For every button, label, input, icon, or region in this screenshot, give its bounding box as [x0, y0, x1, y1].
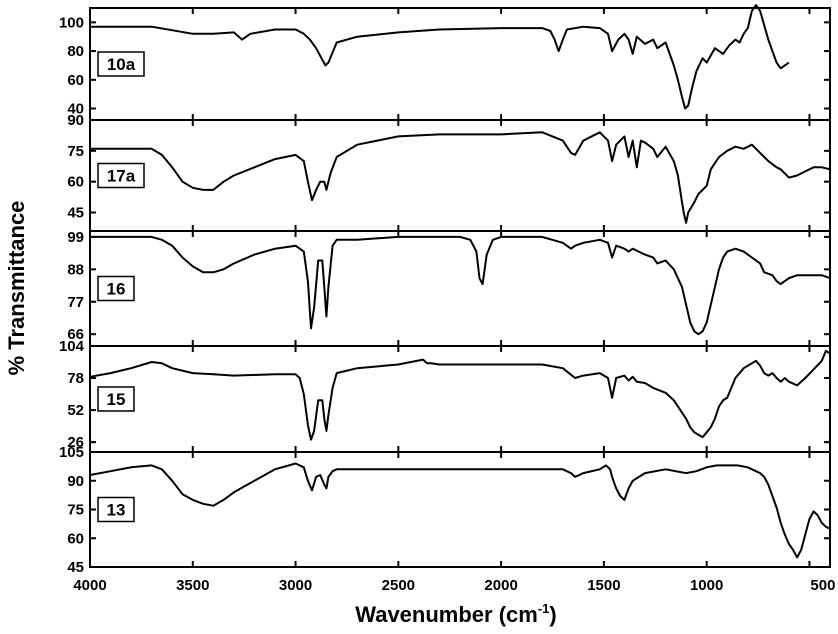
x-tick-label: 2000: [484, 577, 517, 594]
y-tick-label: 60: [67, 174, 84, 191]
y-tick-label: 45: [67, 205, 84, 222]
y-tick-label: 90: [67, 112, 84, 129]
y-tick-label: 26: [67, 434, 84, 451]
x-axis-title: Wavenumber (cm-1): [355, 601, 556, 627]
panel-frame: [89, 345, 831, 453]
panel-15: 26 52 78 104 15: [59, 338, 831, 453]
panel-frame: [89, 7, 831, 121]
panel-label-box: [97, 162, 145, 189]
y-tick-label: 100: [59, 14, 84, 31]
y-tick-label: 77: [67, 294, 84, 311]
panel-16: 66 77 88 99 16: [67, 229, 831, 347]
spectrum-line-13: [89, 462, 831, 559]
spectrum-line-10a: [90, 4, 790, 110]
y-tick-label: 66: [67, 326, 84, 343]
panel-label-box: [97, 386, 135, 412]
y-tick-label: 99: [67, 229, 84, 246]
spectrum-line-16: [90, 235, 831, 336]
spectrum-line-15: [89, 349, 831, 441]
panel-frame: [89, 230, 831, 347]
y-tick-label: 45: [67, 559, 84, 576]
x-axis-title-close: ): [549, 602, 556, 627]
y-tick-label: 104: [59, 338, 85, 355]
spectrum-line-17a: [90, 131, 831, 224]
panel-label-box: [97, 275, 135, 302]
y-tick-label: 75: [67, 143, 84, 160]
y-tick-label: 52: [67, 402, 84, 419]
y-tick-label: 78: [67, 370, 84, 387]
x-tick-label: 2500: [382, 577, 415, 594]
x-axis-title-main: Wavenumber (cm: [355, 602, 538, 627]
panel-label: 13: [107, 501, 126, 520]
y-tick-label: 105: [59, 444, 84, 461]
y-tick-label: 60: [67, 72, 84, 89]
panel-label: 16: [107, 280, 126, 299]
panel-label-box: [97, 51, 145, 77]
panel-label: 10a: [107, 55, 136, 74]
x-tick-label: 1000: [690, 577, 723, 594]
y-tick-label: 60: [67, 530, 84, 547]
y-axis-title: % Transmittance: [4, 201, 29, 376]
panel-10a: 40 60 80 100 10a: [59, 4, 831, 121]
panels-group: 40 60 80 100 10a 45 60 75 90 17a 66 77 88 99 16 26 52 78 1…: [59, 4, 831, 576]
x-tick-label: 1500: [587, 577, 620, 594]
panel-17a: 45 60 75 90 17a: [67, 112, 831, 232]
panel-label: 15: [107, 390, 126, 409]
panel-frame: [89, 119, 831, 232]
y-tick-label: 88: [67, 261, 84, 278]
x-tick-label: 3500: [176, 577, 209, 594]
x-axis-title-superscript: -1: [538, 601, 550, 616]
y-tick-label: 90: [67, 473, 84, 490]
panel-label: 17a: [107, 167, 136, 186]
x-tick-label: 3000: [279, 577, 312, 594]
x-tick-label: 4000: [73, 577, 106, 594]
panel-13: 45 60 75 90 105 13: [59, 444, 831, 576]
y-tick-label: 80: [67, 43, 84, 60]
y-tick-label: 40: [67, 101, 84, 118]
y-tick-label: 75: [67, 502, 84, 519]
x-tick-label: 500: [810, 577, 835, 594]
panel-label-box: [97, 496, 135, 523]
x-axis: 4000 3500 3000 2500 2000 1500 1000 500: [73, 577, 835, 594]
